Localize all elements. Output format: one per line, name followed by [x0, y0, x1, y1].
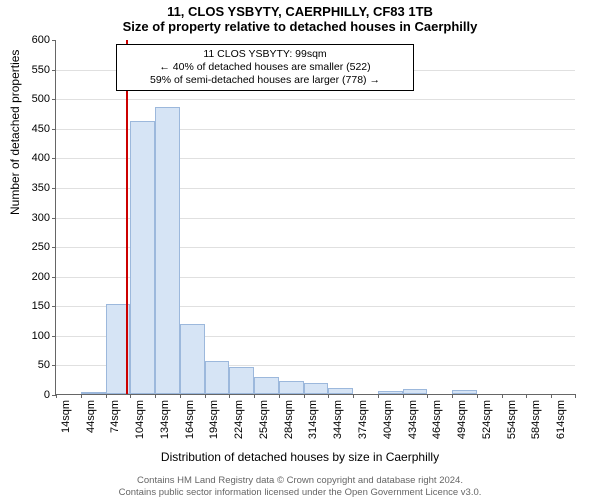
histogram-bar	[180, 324, 205, 394]
info-line-2: ← 40% of detached houses are smaller (52…	[125, 61, 405, 74]
ytick-label: 100	[32, 330, 50, 342]
plot-region: 11 CLOS YSBYTY: 99sqm ← 40% of detached …	[55, 40, 575, 395]
info-box: 11 CLOS YSBYTY: 99sqm ← 40% of detached …	[116, 44, 414, 91]
ytick-label: 150	[32, 300, 50, 312]
histogram-bar	[130, 121, 155, 394]
ytick-label: 600	[32, 34, 50, 46]
gridline	[56, 99, 575, 100]
ytick-label: 350	[32, 182, 50, 194]
footer: Contains HM Land Registry data © Crown c…	[0, 475, 600, 498]
histogram-bar	[279, 381, 304, 394]
marker-line	[126, 40, 128, 394]
info-line-3: 59% of semi-detached houses are larger (…	[125, 74, 405, 87]
xtick-mark	[502, 394, 503, 398]
histogram-bar	[378, 391, 403, 394]
xtick-mark	[353, 394, 354, 398]
ytick-mark	[52, 158, 56, 159]
xtick-mark	[254, 394, 255, 398]
x-axis-label: Distribution of detached houses by size …	[0, 450, 600, 464]
ytick-mark	[52, 40, 56, 41]
ytick-label: 0	[44, 389, 50, 401]
histogram-bar	[254, 377, 279, 394]
xtick-mark	[427, 394, 428, 398]
xtick-mark	[130, 394, 131, 398]
xtick-mark	[575, 394, 576, 398]
xtick-mark	[205, 394, 206, 398]
xtick-mark	[526, 394, 527, 398]
histogram-bar	[328, 388, 353, 394]
ytick-mark	[52, 129, 56, 130]
footer-line-1: Contains HM Land Registry data © Crown c…	[0, 475, 600, 486]
xtick-mark	[279, 394, 280, 398]
histogram-bar	[229, 367, 254, 394]
ytick-mark	[52, 365, 56, 366]
ytick-label: 400	[32, 152, 50, 164]
ytick-mark	[52, 336, 56, 337]
xtick-mark	[403, 394, 404, 398]
xtick-mark	[81, 394, 82, 398]
chart-area: 11 CLOS YSBYTY: 99sqm ← 40% of detached …	[55, 40, 575, 395]
histogram-bar	[403, 389, 428, 394]
histogram-bar	[205, 361, 230, 394]
xtick-mark	[452, 394, 453, 398]
xtick-mark	[304, 394, 305, 398]
info-line-1: 11 CLOS YSBYTY: 99sqm	[125, 48, 405, 61]
xtick-mark	[56, 394, 57, 398]
xtick-mark	[378, 394, 379, 398]
ytick-label: 500	[32, 93, 50, 105]
ytick-label: 300	[32, 212, 50, 224]
histogram-bar	[452, 390, 477, 394]
ytick-mark	[52, 99, 56, 100]
y-axis-label: Number of detached properties	[8, 50, 22, 215]
chart-subtitle: Size of property relative to detached ho…	[0, 19, 600, 36]
histogram-bar	[155, 107, 180, 394]
xtick-mark	[328, 394, 329, 398]
ytick-label: 50	[38, 359, 50, 371]
xtick-mark	[551, 394, 552, 398]
ytick-label: 200	[32, 271, 50, 283]
histogram-bar	[81, 392, 106, 394]
ytick-mark	[52, 70, 56, 71]
ytick-mark	[52, 247, 56, 248]
ytick-mark	[52, 277, 56, 278]
xtick-mark	[106, 394, 107, 398]
histogram-bar	[304, 383, 329, 394]
ytick-label: 550	[32, 64, 50, 76]
ytick-label: 450	[32, 123, 50, 135]
footer-line-2: Contains public sector information licen…	[0, 487, 600, 498]
page-title: 11, CLOS YSBYTY, CAERPHILLY, CF83 1TB	[0, 0, 600, 19]
xtick-mark	[180, 394, 181, 398]
xtick-mark	[229, 394, 230, 398]
ytick-mark	[52, 218, 56, 219]
ytick-label: 250	[32, 241, 50, 253]
ytick-mark	[52, 306, 56, 307]
ytick-mark	[52, 188, 56, 189]
xtick-mark	[155, 394, 156, 398]
xtick-mark	[477, 394, 478, 398]
